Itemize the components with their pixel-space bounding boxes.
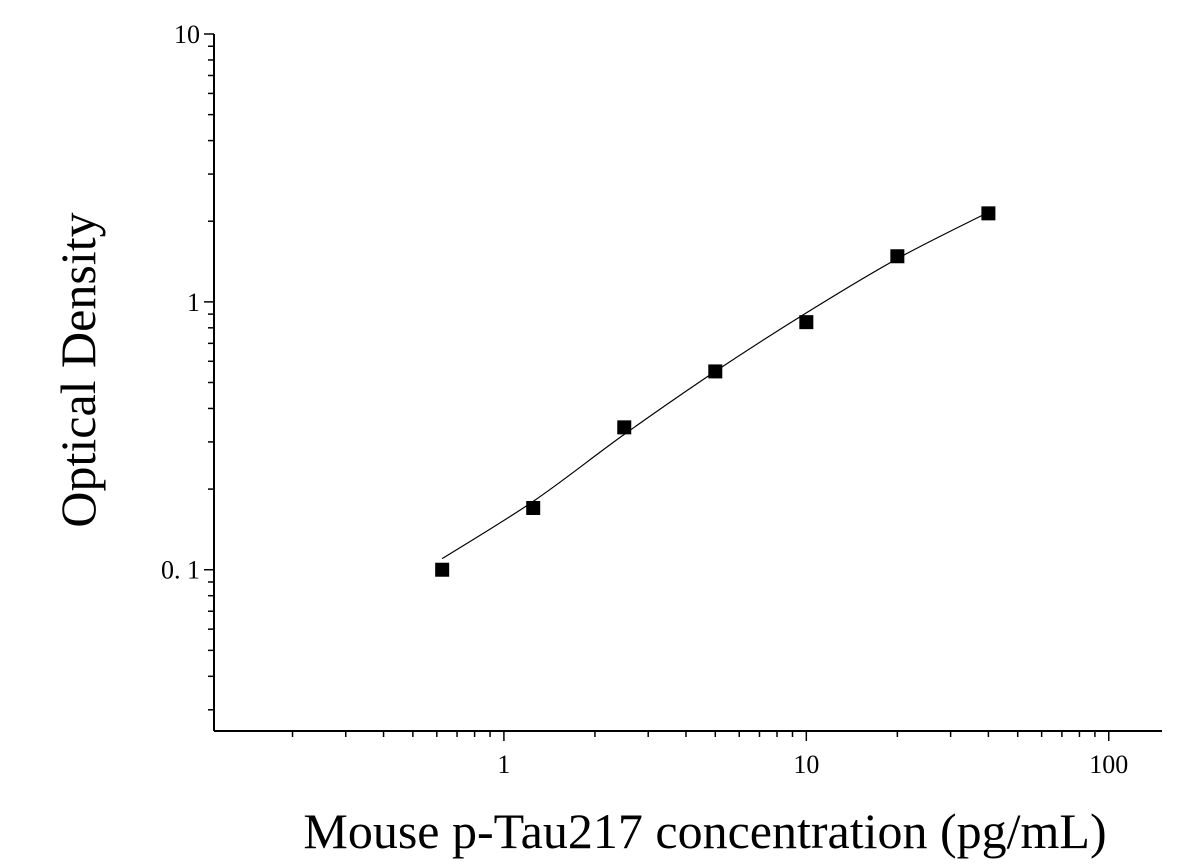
x-tick-label: 1 bbox=[497, 750, 510, 779]
x-tick-label: 100 bbox=[1089, 750, 1128, 779]
y-tick-label: 1 bbox=[187, 288, 200, 317]
data-point bbox=[708, 364, 723, 379]
axes: 1 10 100 0. 1 1 10 bbox=[161, 20, 1162, 779]
fit-curve-layer bbox=[441, 211, 989, 560]
data-point bbox=[981, 206, 996, 221]
data-point bbox=[799, 315, 814, 330]
data-point bbox=[435, 562, 450, 577]
data-point bbox=[617, 420, 632, 435]
data-points-layer bbox=[435, 206, 996, 577]
y-tick-label: 0. 1 bbox=[161, 556, 200, 585]
data-point bbox=[890, 249, 905, 264]
data-point bbox=[526, 501, 541, 516]
y-tick-label: 10 bbox=[174, 20, 200, 49]
y-axis-title: Optical Density bbox=[50, 212, 106, 527]
x-axis-title: Mouse p-Tau217 concentration (pg/mL) bbox=[303, 803, 1106, 859]
fit-curve bbox=[441, 211, 989, 560]
x-tick-label: 10 bbox=[793, 750, 819, 779]
